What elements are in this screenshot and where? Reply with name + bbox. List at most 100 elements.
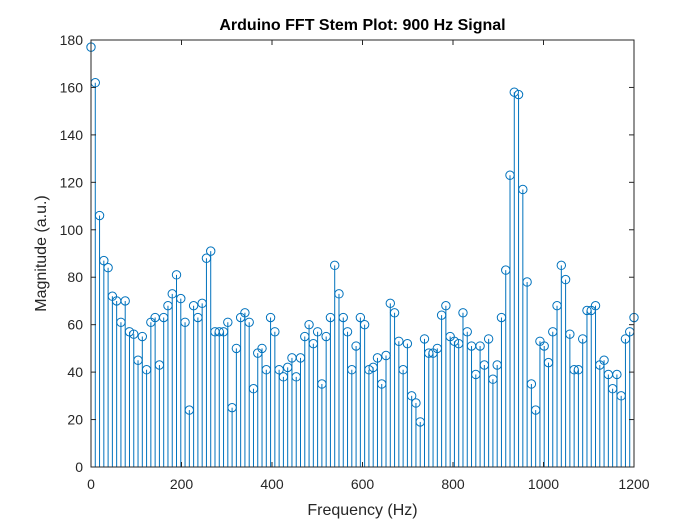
stem-marker [223, 317, 233, 327]
stem-marker [188, 300, 199, 311]
x-tick-label: 600 [351, 476, 375, 492]
stem-marker [330, 260, 340, 271]
stem-marker [454, 338, 464, 349]
stem-marker [539, 341, 549, 351]
stem-marker [607, 384, 618, 394]
stem-marker [304, 319, 314, 330]
stem-marker [99, 255, 109, 266]
stem-marker [141, 365, 152, 375]
stem-marker [261, 365, 271, 375]
x-tick-label: 400 [260, 476, 284, 492]
stem-marker [411, 398, 421, 408]
stem-marker [475, 341, 485, 351]
x-tick-label: 1200 [618, 476, 649, 492]
stem-marker [206, 246, 216, 256]
y-tick-label: 40 [67, 364, 83, 380]
stem-marker [171, 270, 182, 280]
y-tick-label: 100 [60, 222, 84, 238]
stem-marker [385, 298, 395, 309]
y-tick-label: 120 [60, 174, 84, 190]
stem-marker [552, 300, 562, 311]
stem-marker [193, 312, 203, 323]
stem-marker [248, 384, 259, 394]
stem-marker [389, 308, 400, 318]
stem-marker [334, 289, 344, 299]
stem-marker [471, 369, 481, 380]
y-tick-label: 0 [75, 459, 83, 475]
stem-marker [184, 405, 195, 415]
plot-area [91, 40, 634, 467]
stem-marker [419, 334, 430, 344]
stem-marker [526, 379, 537, 389]
stem-marker [530, 405, 541, 415]
stem-marker [505, 170, 515, 180]
stem-marker [270, 327, 280, 337]
stem-marker [359, 319, 370, 330]
stem-marker [548, 327, 558, 337]
markers-group [86, 42, 639, 427]
stem-marker [300, 331, 310, 342]
x-tick-label: 800 [441, 476, 465, 492]
stem-marker [137, 331, 148, 342]
x-axis-label: Frequency (Hz) [307, 502, 417, 519]
stem-marker [274, 365, 284, 375]
stem-marker [458, 308, 468, 318]
stem-marker [415, 417, 425, 427]
stem-marker [599, 355, 609, 365]
stem-marker [295, 353, 306, 363]
stem-marker [278, 372, 289, 382]
stem-marker [167, 289, 177, 299]
stem-marker [479, 360, 490, 370]
stem-marker [347, 365, 357, 375]
stem-marker [492, 360, 502, 370]
stem-marker [308, 338, 319, 349]
stem-marker [406, 391, 417, 401]
stem-marker [231, 343, 242, 354]
stem-marker [94, 210, 105, 221]
y-tick-label: 160 [60, 79, 84, 95]
stem-marker [513, 89, 524, 100]
stem-marker [218, 327, 229, 337]
stem-marker [560, 274, 571, 285]
y-tick-label: 140 [60, 127, 84, 143]
stem-marker [133, 355, 143, 365]
stem-marker [483, 334, 494, 344]
stem-marker [577, 334, 588, 344]
stem-marker [394, 336, 404, 346]
x-tick-label: 0 [87, 476, 95, 492]
stem-marker [522, 277, 532, 287]
stem-marker [244, 317, 254, 327]
stem-marker [120, 296, 130, 306]
y-tick-label: 60 [67, 317, 83, 333]
y-tick-label: 20 [67, 412, 83, 428]
stem-marker [291, 372, 301, 382]
x-tick-label: 1000 [528, 476, 559, 492]
stem-marker [565, 329, 575, 339]
stem-marker [154, 360, 165, 370]
stem-marker [543, 357, 554, 368]
stem-marker [158, 312, 169, 323]
stem-marker [116, 317, 126, 327]
stem-marker [321, 331, 331, 342]
stem-marker [573, 365, 584, 375]
stem-marker [214, 327, 224, 337]
stem-marker [129, 329, 139, 339]
stem-marker [317, 379, 327, 389]
stem-marker [176, 293, 186, 304]
x-tick-label: 200 [170, 476, 194, 492]
stem-marker [227, 402, 237, 413]
stem-marker [381, 350, 391, 361]
stem-marker [312, 327, 323, 337]
y-axis-label: Magnitude (a.u.) [33, 195, 50, 312]
stem-marker [351, 341, 361, 351]
stem-marker [590, 300, 601, 311]
stem-marker [257, 343, 267, 354]
stem-marker [518, 184, 528, 195]
stem-marker [402, 338, 413, 349]
stem-marker [372, 353, 383, 363]
stem-marker [368, 362, 378, 373]
stem-marker [556, 260, 567, 271]
stem-marker [612, 369, 622, 380]
